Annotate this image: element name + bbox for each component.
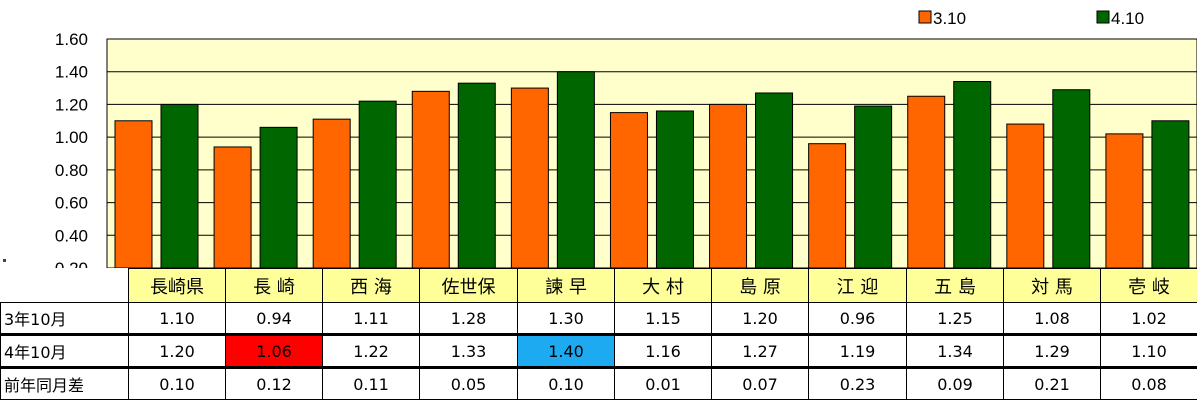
table-cell: 0.01 <box>614 366 712 400</box>
table-row: 前年同月差 0.10 0.12 0.11 0.05 0.10 0.01 0.07… <box>0 366 1197 400</box>
bar-4-10-0 <box>160 103 199 268</box>
y-tick-label: 0.60 <box>55 194 88 213</box>
chart-legend: 3.10 4.10 <box>918 9 1144 28</box>
table-cell: 1.15 <box>614 302 712 335</box>
y-tick-label: 1.00 <box>55 128 88 147</box>
bar-3-10-8 <box>907 95 946 268</box>
header-blank <box>0 268 129 303</box>
table-cell: 1.06 <box>225 333 323 368</box>
table-cell: 1.20 <box>128 333 226 368</box>
category-header: 大 村 <box>614 268 712 303</box>
bar-4-10-8 <box>953 81 992 268</box>
bars <box>114 71 1190 268</box>
bar-3-10-1 <box>213 146 252 268</box>
y-tick-label: 1.60 <box>55 30 88 49</box>
table-cell: 1.19 <box>808 333 907 368</box>
bar-4-10-10 <box>1151 120 1190 268</box>
bar-3-10-6 <box>709 103 748 268</box>
bar-4-10-4 <box>556 71 595 268</box>
row-label: 3年10月 <box>0 302 129 335</box>
table-cell: 0.09 <box>906 366 1004 400</box>
legend-label-4-10: 4.10 <box>1111 9 1144 28</box>
table-cell: 1.25 <box>906 302 1004 335</box>
category-header: 江 迎 <box>808 268 907 303</box>
header-row: 長崎県 長 崎 西 海 佐世保 諫 早 大 村 島 原 江 迎 五 島 対 馬 … <box>0 268 1197 303</box>
table-cell: 0.10 <box>128 366 226 400</box>
table-cell: 1.20 <box>711 302 809 335</box>
y-tick-label: 0.20 <box>55 259 88 268</box>
table-cell: 0.94 <box>225 302 323 335</box>
table-cell: 1.08 <box>1003 302 1101 335</box>
bar-4-10-9 <box>1052 89 1091 268</box>
bar-3-10-0 <box>114 120 153 268</box>
table-cell: 1.34 <box>906 333 1004 368</box>
table-cell: 1.40 <box>517 333 615 368</box>
category-header: 西 海 <box>322 268 420 303</box>
table-cell: 1.10 <box>128 302 226 335</box>
table-cell: 0.05 <box>419 366 518 400</box>
y-tick-label: 0.80 <box>55 161 88 180</box>
y-tick-label: 0.40 <box>55 226 88 245</box>
bar-3-10-10 <box>1105 133 1144 268</box>
table-cell: 1.10 <box>1100 333 1197 368</box>
table-cell: 0.07 <box>711 366 809 400</box>
y-tick-label: 1.40 <box>55 63 88 82</box>
bar-3-10-2 <box>312 118 351 268</box>
table-cell: 1.02 <box>1100 302 1197 335</box>
table-row: 4年10月 1.20 1.06 1.22 1.33 1.40 1.16 1.27… <box>0 333 1197 368</box>
legend-swatch-3-10 <box>918 10 932 24</box>
table-cell: 1.28 <box>419 302 518 335</box>
stray-dot <box>3 259 6 262</box>
table-cell: 1.33 <box>419 333 518 368</box>
category-header: 島 原 <box>711 268 809 303</box>
bar-4-10-1 <box>259 126 298 268</box>
bar-chart: 3.10 4.10 1.60 1.40 1.20 1.00 0.80 0.60 0.40 0.… <box>55 9 1197 268</box>
bar-4-10-2 <box>358 100 397 268</box>
table-cell: 1.22 <box>322 333 420 368</box>
table-cell: 1.27 <box>711 333 809 368</box>
legend-label-3-10: 3.10 <box>933 9 966 28</box>
table-cell: 0.12 <box>225 366 323 400</box>
table-cell: 0.23 <box>808 366 907 400</box>
table-cell: 1.11 <box>322 302 420 335</box>
category-header: 壱 岐 <box>1100 268 1197 303</box>
table-cell: 1.30 <box>517 302 615 335</box>
table-cell: 0.96 <box>808 302 907 335</box>
y-axis: 1.60 1.40 1.20 1.00 0.80 0.60 0.40 0.20 <box>55 30 88 268</box>
table-cell: 1.29 <box>1003 333 1101 368</box>
bar-4-10-6 <box>755 92 794 268</box>
bar-3-10-5 <box>609 112 648 268</box>
bar-3-10-4 <box>510 87 549 268</box>
table-row: 3年10月 1.10 0.94 1.11 1.28 1.30 1.15 1.20… <box>0 302 1197 335</box>
bar-4-10-5 <box>655 110 694 268</box>
bar-4-10-3 <box>457 82 496 268</box>
bar-3-10-3 <box>411 90 450 268</box>
table-cell: 0.11 <box>322 366 420 400</box>
bar-3-10-7 <box>808 143 847 268</box>
category-header: 長 崎 <box>225 268 323 303</box>
table-cell: 0.10 <box>517 366 615 400</box>
category-header: 諫 早 <box>517 268 615 303</box>
category-header: 長崎県 <box>128 268 226 303</box>
bar-3-10-9 <box>1006 123 1045 268</box>
y-tick-label: 1.20 <box>55 95 88 114</box>
row-label: 前年同月差 <box>0 366 129 400</box>
category-header: 対 馬 <box>1003 268 1101 303</box>
legend-swatch-4-10 <box>1096 10 1110 24</box>
category-header: 五 島 <box>906 268 1004 303</box>
table-cell: 0.21 <box>1003 366 1101 400</box>
data-table: 長崎県 長 崎 西 海 佐世保 諫 早 大 村 島 原 江 迎 五 島 対 馬 … <box>0 268 1197 400</box>
row-label: 4年10月 <box>0 333 129 368</box>
table-cell: 1.16 <box>614 333 712 368</box>
table-cell: 0.08 <box>1100 366 1197 400</box>
bar-4-10-7 <box>854 105 893 268</box>
category-header: 佐世保 <box>419 268 518 303</box>
